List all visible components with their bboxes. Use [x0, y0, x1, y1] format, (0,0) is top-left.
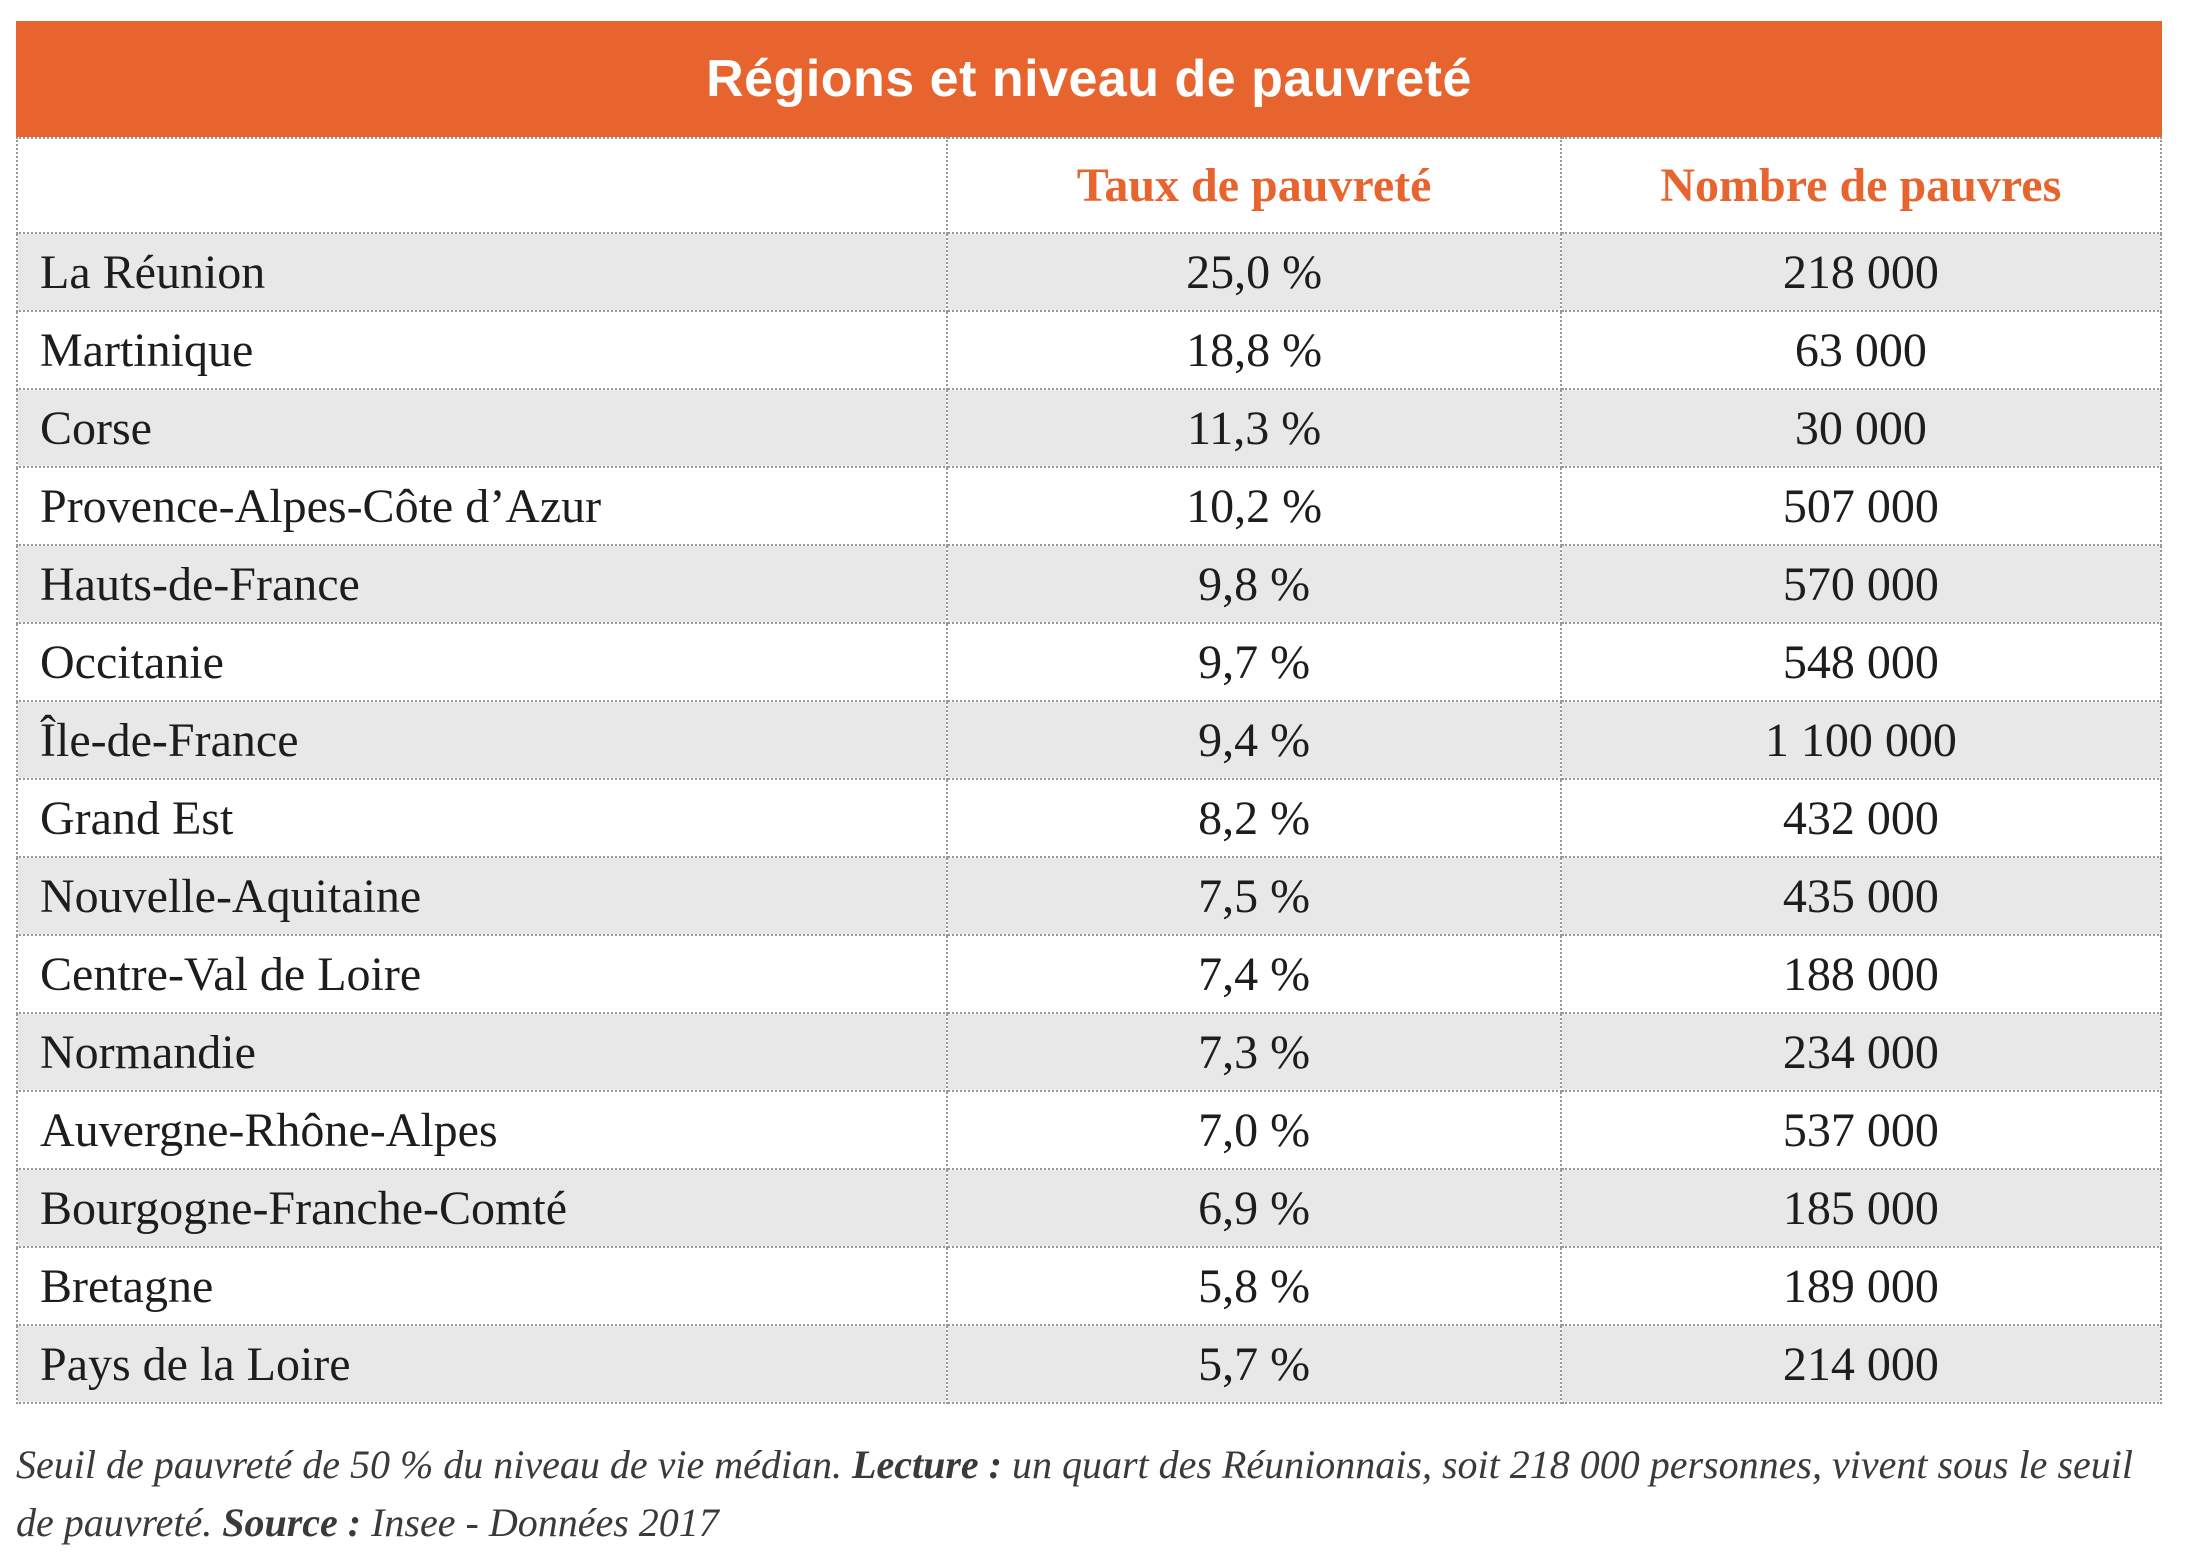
nombre-cell: 548 000	[1559, 622, 2163, 702]
footnote-source-text: Insee - Données 2017	[371, 1500, 719, 1545]
region-cell: Provence-Alpes-Côte d’Azur	[15, 466, 949, 546]
region-cell: Pays de la Loire	[15, 1324, 949, 1404]
taux-cell: 5,8 %	[946, 1246, 1562, 1326]
taux-cell: 9,8 %	[946, 544, 1562, 624]
taux-cell: 9,7 %	[946, 622, 1562, 702]
region-cell: Bretagne	[15, 1246, 949, 1326]
region-cell: Normandie	[15, 1012, 949, 1092]
footnote-seuil: Seuil de pauvreté de 50 % du niveau de v…	[16, 1442, 853, 1487]
taux-cell: 9,4 %	[946, 700, 1562, 780]
nombre-cell: 432 000	[1559, 778, 2163, 858]
column-header-empty	[15, 137, 949, 234]
nombre-cell: 570 000	[1559, 544, 2163, 624]
region-cell: Occitanie	[15, 622, 949, 702]
table-row: Martinique 18,8 % 63 000	[15, 310, 2163, 390]
table-header: Taux de pauvreté Nombre de pauvres	[15, 137, 2163, 234]
nombre-cell: 537 000	[1559, 1090, 2163, 1170]
taux-cell: 7,3 %	[946, 1012, 1562, 1092]
nombre-cell: 507 000	[1559, 466, 2163, 546]
table-row: La Réunion 25,0 % 218 000	[15, 232, 2163, 312]
region-cell: Martinique	[15, 310, 949, 390]
table-row: Grand Est 8,2 % 432 000	[15, 778, 2163, 858]
table-row: Bourgogne-Franche-Comté 6,9 % 185 000	[15, 1168, 2163, 1248]
nombre-cell: 214 000	[1559, 1324, 2163, 1404]
region-cell: Île-de-France	[15, 700, 949, 780]
column-header-nombre: Nombre de pauvres	[1559, 137, 2163, 234]
table-row: Bretagne 5,8 % 189 000	[15, 1246, 2163, 1326]
taux-cell: 10,2 %	[946, 466, 1562, 546]
nombre-cell: 435 000	[1559, 856, 2163, 936]
nombre-cell: 185 000	[1559, 1168, 2163, 1248]
nombre-cell: 1 100 000	[1559, 700, 2163, 780]
header-row: Taux de pauvreté Nombre de pauvres	[15, 137, 2163, 234]
nombre-cell: 234 000	[1559, 1012, 2163, 1092]
taux-cell: 7,4 %	[946, 934, 1562, 1014]
taux-cell: 11,3 %	[946, 388, 1562, 468]
taux-cell: 25,0 %	[946, 232, 1562, 312]
poverty-table: Taux de pauvreté Nombre de pauvres La Ré…	[15, 137, 2163, 1404]
table-row: Île-de-France 9,4 % 1 100 000	[15, 700, 2163, 780]
column-header-taux: Taux de pauvreté	[946, 137, 1562, 234]
nombre-cell: 188 000	[1559, 934, 2163, 1014]
table-row: Nouvelle-Aquitaine 7,5 % 435 000	[15, 856, 2163, 936]
table-row: Auvergne-Rhône-Alpes 7,0 % 537 000	[15, 1090, 2163, 1170]
taux-cell: 18,8 %	[946, 310, 1562, 390]
nombre-cell: 189 000	[1559, 1246, 2163, 1326]
table-title-bar: Régions et niveau de pauvreté	[16, 21, 2162, 137]
nombre-cell: 30 000	[1559, 388, 2163, 468]
region-cell: La Réunion	[15, 232, 949, 312]
region-cell: Grand Est	[15, 778, 949, 858]
footnote: Seuil de pauvreté de 50 % du niveau de v…	[16, 1436, 2166, 1552]
region-cell: Nouvelle-Aquitaine	[15, 856, 949, 936]
table-row: Occitanie 9,7 % 548 000	[15, 622, 2163, 702]
footnote-source-label: Source :	[222, 1500, 372, 1545]
taux-cell: 5,7 %	[946, 1324, 1562, 1404]
table-row: Pays de la Loire 5,7 % 214 000	[15, 1324, 2163, 1404]
region-cell: Auvergne-Rhône-Alpes	[15, 1090, 949, 1170]
table-body: La Réunion 25,0 % 218 000 Martinique 18,…	[15, 232, 2163, 1404]
poverty-table-figure: Régions et niveau de pauvreté Taux de pa…	[15, 21, 2163, 1552]
region-cell: Hauts-de-France	[15, 544, 949, 624]
table-title: Régions et niveau de pauvreté	[706, 50, 1472, 108]
region-cell: Corse	[15, 388, 949, 468]
region-cell: Bourgogne-Franche-Comté	[15, 1168, 949, 1248]
taux-cell: 8,2 %	[946, 778, 1562, 858]
table-row: Centre-Val de Loire 7,4 % 188 000	[15, 934, 2163, 1014]
nombre-cell: 63 000	[1559, 310, 2163, 390]
footnote-lecture-label: Lecture :	[852, 1442, 1012, 1487]
table-row: Normandie 7,3 % 234 000	[15, 1012, 2163, 1092]
taux-cell: 7,5 %	[946, 856, 1562, 936]
table-row: Corse 11,3 % 30 000	[15, 388, 2163, 468]
region-cell: Centre-Val de Loire	[15, 934, 949, 1014]
table-row: Hauts-de-France 9,8 % 570 000	[15, 544, 2163, 624]
table-row: Provence-Alpes-Côte d’Azur 10,2 % 507 00…	[15, 466, 2163, 546]
taux-cell: 6,9 %	[946, 1168, 1562, 1248]
taux-cell: 7,0 %	[946, 1090, 1562, 1170]
nombre-cell: 218 000	[1559, 232, 2163, 312]
